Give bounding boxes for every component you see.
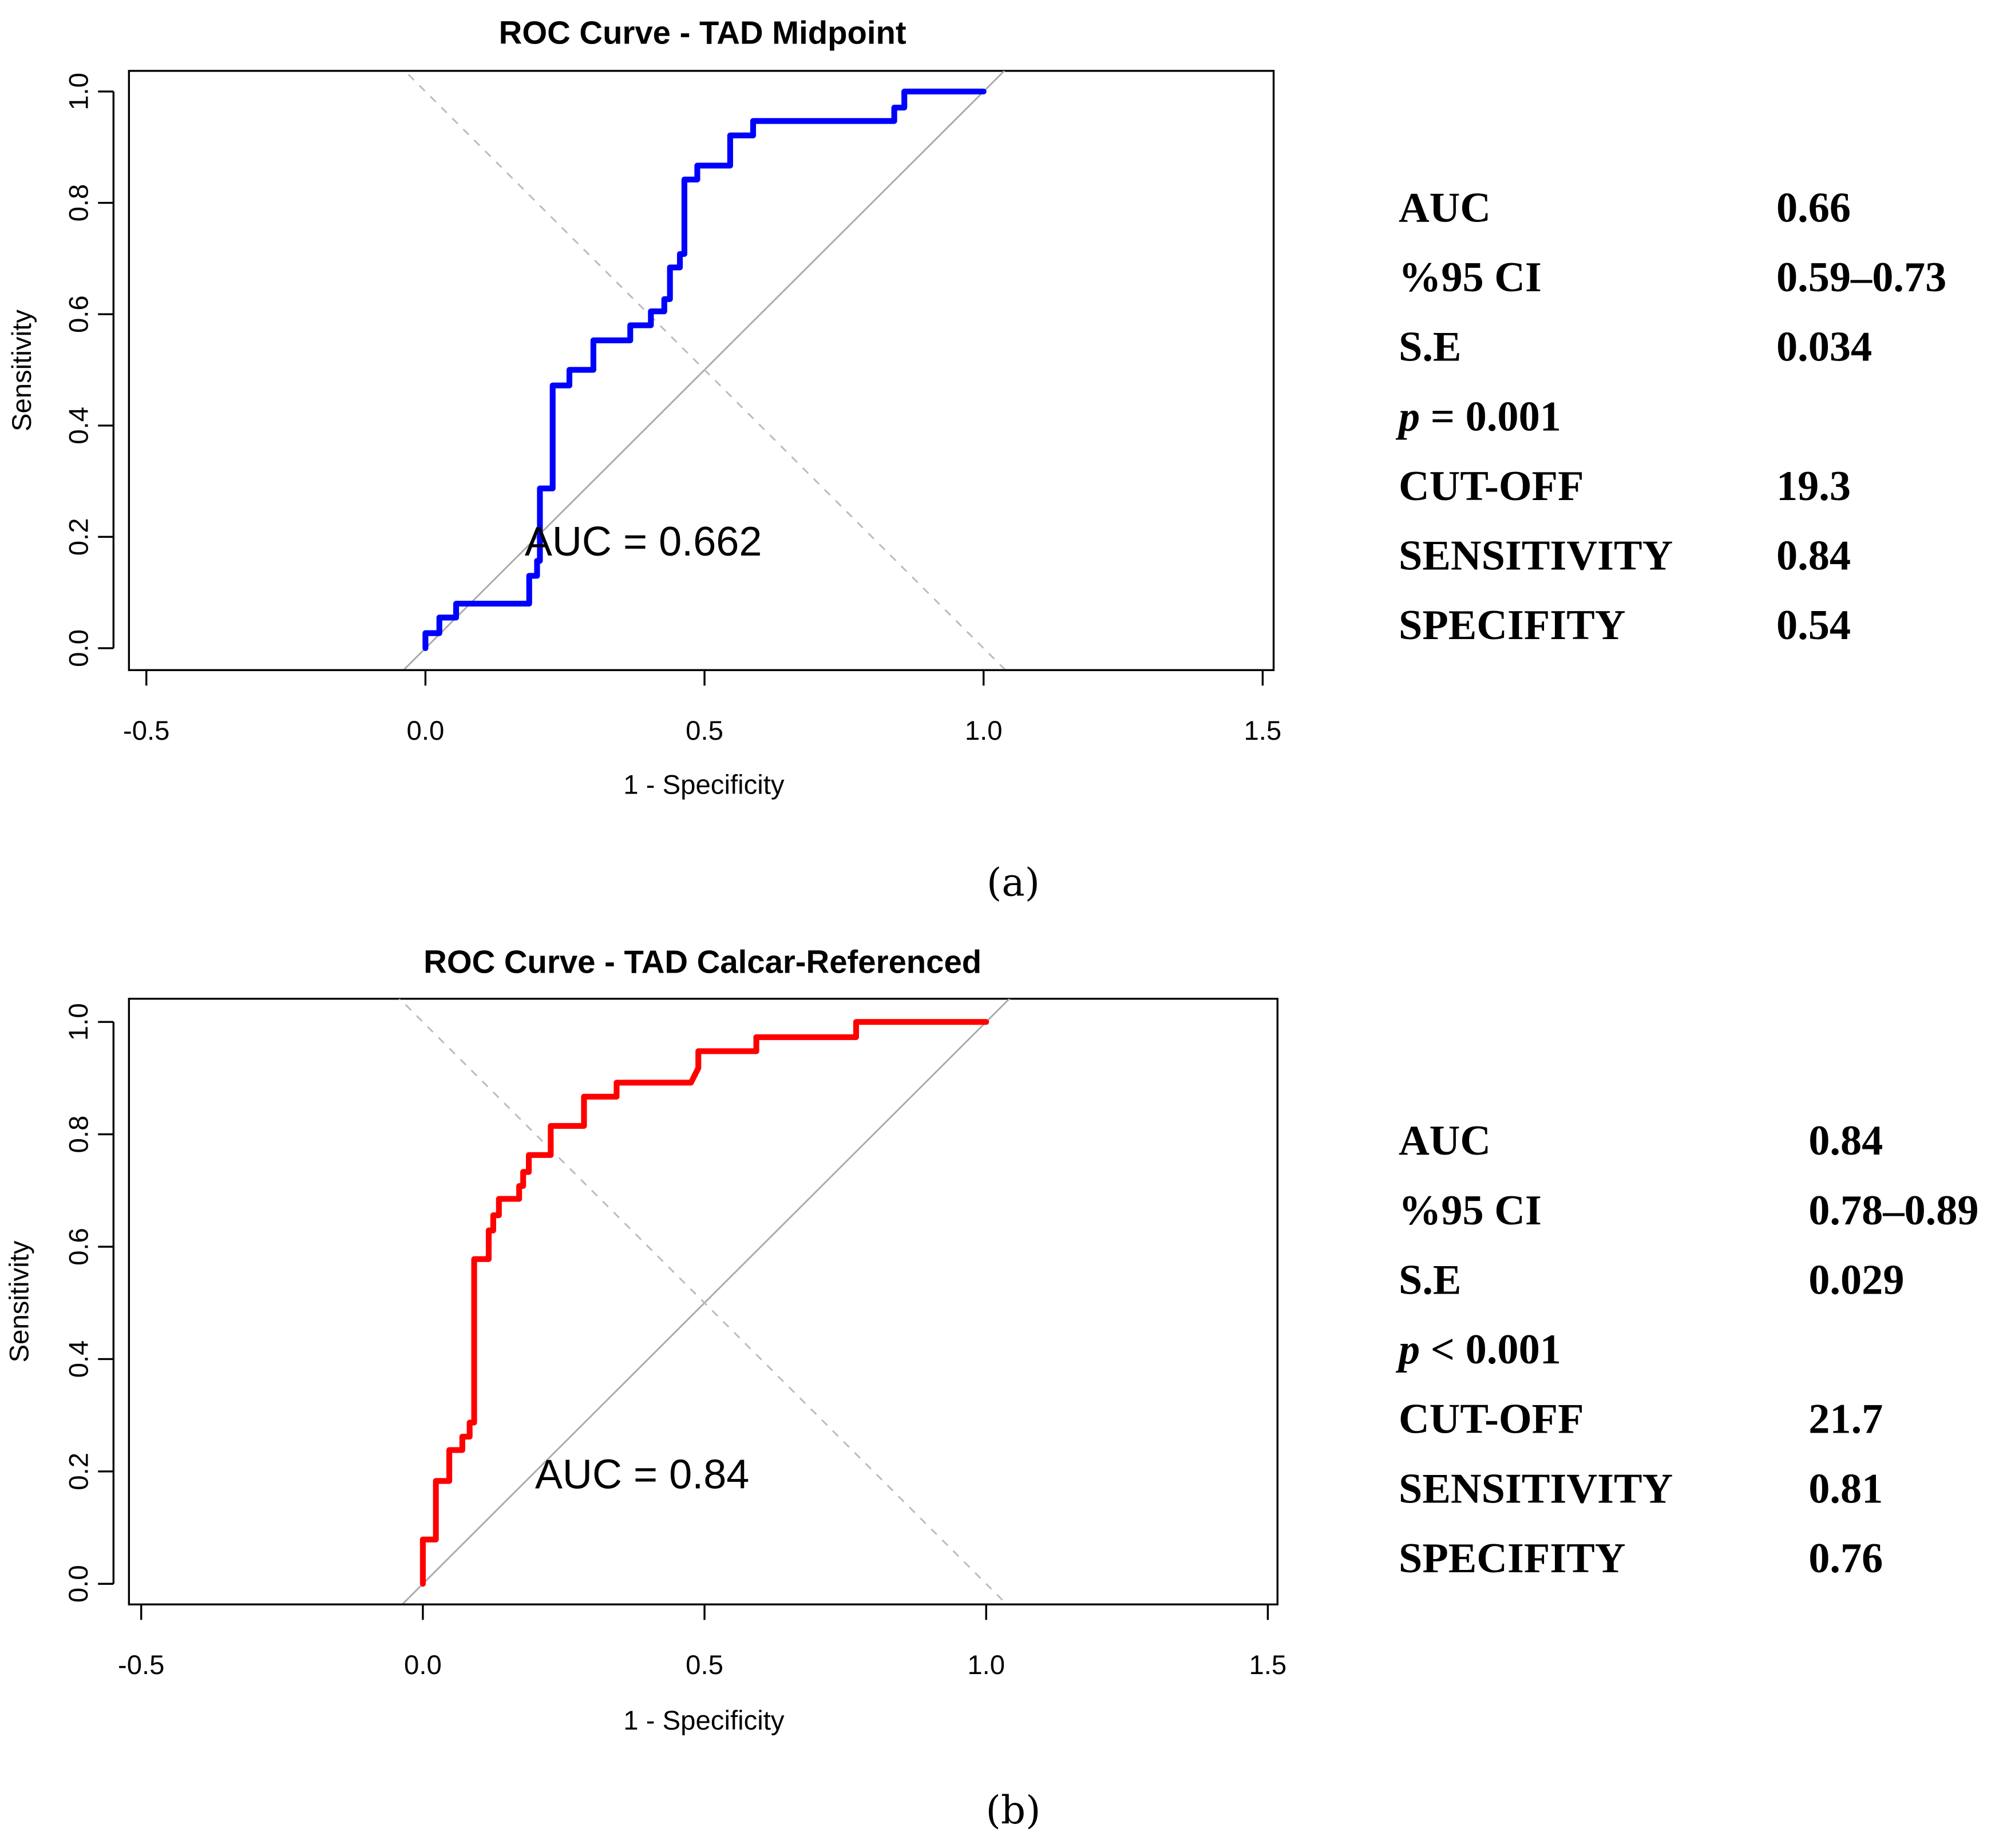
stat-value: 0.59–0.73 xyxy=(1776,254,1946,301)
stat-value: 0.81 xyxy=(1808,1465,1883,1512)
roc-curve-line xyxy=(422,88,987,652)
y-tick-label: 0.2 xyxy=(64,1453,94,1490)
stat-value: 0.54 xyxy=(1776,602,1851,649)
stat-label: %95 CI xyxy=(1399,1187,1542,1234)
p-value: < 0.001 xyxy=(1420,1326,1561,1373)
auc-annotation: AUC = 0.662 xyxy=(525,519,762,565)
roc-panel-a: ROC Curve - TAD Midpoint -0.5 0.0 0.5 1.0 1.5… xyxy=(7,15,1946,905)
x-axis-label: 1 - Specificity xyxy=(623,1706,785,1736)
stat-value: 0.66 xyxy=(1776,184,1851,231)
chart-title: ROC Curve - TAD Midpoint xyxy=(499,15,906,51)
stat-label: %95 CI xyxy=(1399,254,1542,301)
stat-label: p = 0.001 xyxy=(1395,393,1561,440)
y-tick-label: 0.8 xyxy=(64,1116,94,1153)
y-tick-label: 0.0 xyxy=(64,1565,94,1603)
stat-label: CUT-OFF xyxy=(1399,463,1584,510)
stat-value: 21.7 xyxy=(1808,1396,1883,1443)
roc-curve-line xyxy=(419,1019,989,1587)
y-tick-label: 1.0 xyxy=(64,73,94,110)
y-tick-label: 0.6 xyxy=(64,295,94,333)
y-tick-label: 0.4 xyxy=(64,407,94,445)
stat-value: 0.84 xyxy=(1776,533,1851,580)
stat-label: SPECIFITY xyxy=(1399,1535,1626,1582)
plot-frame xyxy=(128,70,1275,671)
stat-label: SPECIFITY xyxy=(1399,602,1626,649)
panel-caption: (a) xyxy=(987,859,1040,905)
y-axis-label: Sensitivity xyxy=(7,310,37,431)
stat-value: 0.034 xyxy=(1776,324,1872,371)
y-axis-label: Sensitivity xyxy=(5,1240,35,1362)
x-axis-label: 1 - Specificity xyxy=(623,770,785,800)
y-tick-label: 0.8 xyxy=(64,184,94,222)
x-tick-label: -0.5 xyxy=(118,1650,164,1680)
stat-label: CUT-OFF xyxy=(1399,1396,1584,1443)
x-tick-label: 0.0 xyxy=(404,1650,442,1680)
stat-value: 0.84 xyxy=(1808,1117,1883,1164)
stat-label: AUC xyxy=(1399,184,1491,231)
y-tick-label: 0.6 xyxy=(64,1228,94,1266)
stat-value: 0.78–0.89 xyxy=(1808,1187,1978,1234)
stat-label: SENSITIVITY xyxy=(1399,533,1673,580)
x-tick-label: 1.0 xyxy=(967,1650,1005,1680)
y-tick-label: 0.2 xyxy=(64,518,94,556)
x-tick-label: 0.5 xyxy=(686,716,723,746)
stat-label: SENSITIVITY xyxy=(1399,1465,1673,1512)
y-tick-label: 1.0 xyxy=(64,1003,94,1041)
x-tick-label: 0.5 xyxy=(686,1650,723,1680)
stat-value: 0.76 xyxy=(1808,1535,1883,1582)
stat-value: 19.3 xyxy=(1776,463,1851,510)
x-tick-label: 0.0 xyxy=(407,716,445,746)
stat-label: AUC xyxy=(1399,1117,1491,1164)
x-tick-label: -0.5 xyxy=(123,716,169,746)
p-symbol: p xyxy=(1395,1326,1420,1373)
y-tick-label: 0.4 xyxy=(64,1341,94,1378)
x-tick-label: 1.5 xyxy=(1244,716,1281,746)
panel-caption: (b) xyxy=(986,1787,1041,1833)
x-tick-label: 1.0 xyxy=(965,716,1003,746)
stat-value: 0.029 xyxy=(1808,1256,1904,1303)
stat-label: p < 0.001 xyxy=(1395,1326,1561,1373)
auc-annotation: AUC = 0.84 xyxy=(535,1452,750,1498)
stat-label: S.E xyxy=(1399,1256,1462,1303)
y-tick-label: 0.0 xyxy=(64,629,94,667)
x-tick-label: 1.5 xyxy=(1249,1650,1286,1680)
chart-title: ROC Curve - TAD Calcar-Referenced xyxy=(423,944,981,980)
p-value: = 0.001 xyxy=(1420,393,1561,440)
dashed-diagonal xyxy=(403,70,1007,671)
dashed-diagonal xyxy=(398,998,1008,1605)
stat-label: S.E xyxy=(1399,324,1462,371)
roc-panel-b: ROC Curve - TAD Calcar-Referenced -0.5 0.0… xyxy=(5,944,1979,1833)
p-symbol: p xyxy=(1395,393,1420,440)
